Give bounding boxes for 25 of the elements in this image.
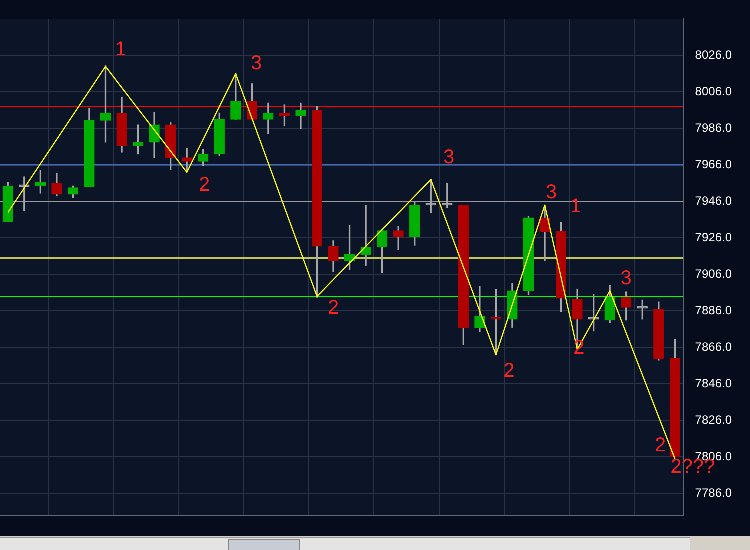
candlestick [360, 205, 372, 266]
y-tick-label: 7966.0 [695, 158, 732, 172]
y-tick-label: 7886.0 [695, 304, 732, 318]
y-tick-label: 7826.0 [695, 413, 732, 428]
annotation: 2 [654, 434, 666, 457]
annotation: 1 [570, 195, 582, 218]
annotation: 3 [251, 52, 262, 74]
annotation: 1 [115, 38, 126, 60]
candlestick [263, 102, 274, 135]
annotation: 3 [620, 267, 632, 290]
y-tick-label: 7786.0 [695, 486, 732, 500]
y-tick-label: 7986.0 [695, 121, 732, 136]
y-tick-label: 7946.0 [695, 194, 732, 208]
y-tick-label: 7906.0 [695, 267, 732, 282]
candlestick [296, 102, 306, 130]
annotation: 2 [504, 360, 515, 382]
y-tick-label: 8026.0 [695, 48, 732, 62]
y-tick-label: 7846.0 [695, 376, 732, 391]
y-tick-label: 7866.0 [695, 340, 732, 354]
annotation: 2 [198, 174, 210, 196]
annotation: 3 [546, 181, 558, 204]
annotation: 2 [328, 297, 340, 320]
annotation: 3 [443, 146, 455, 169]
y-tick-label: 8006.0 [695, 84, 732, 99]
y-tick-label: 7926.0 [695, 230, 732, 245]
